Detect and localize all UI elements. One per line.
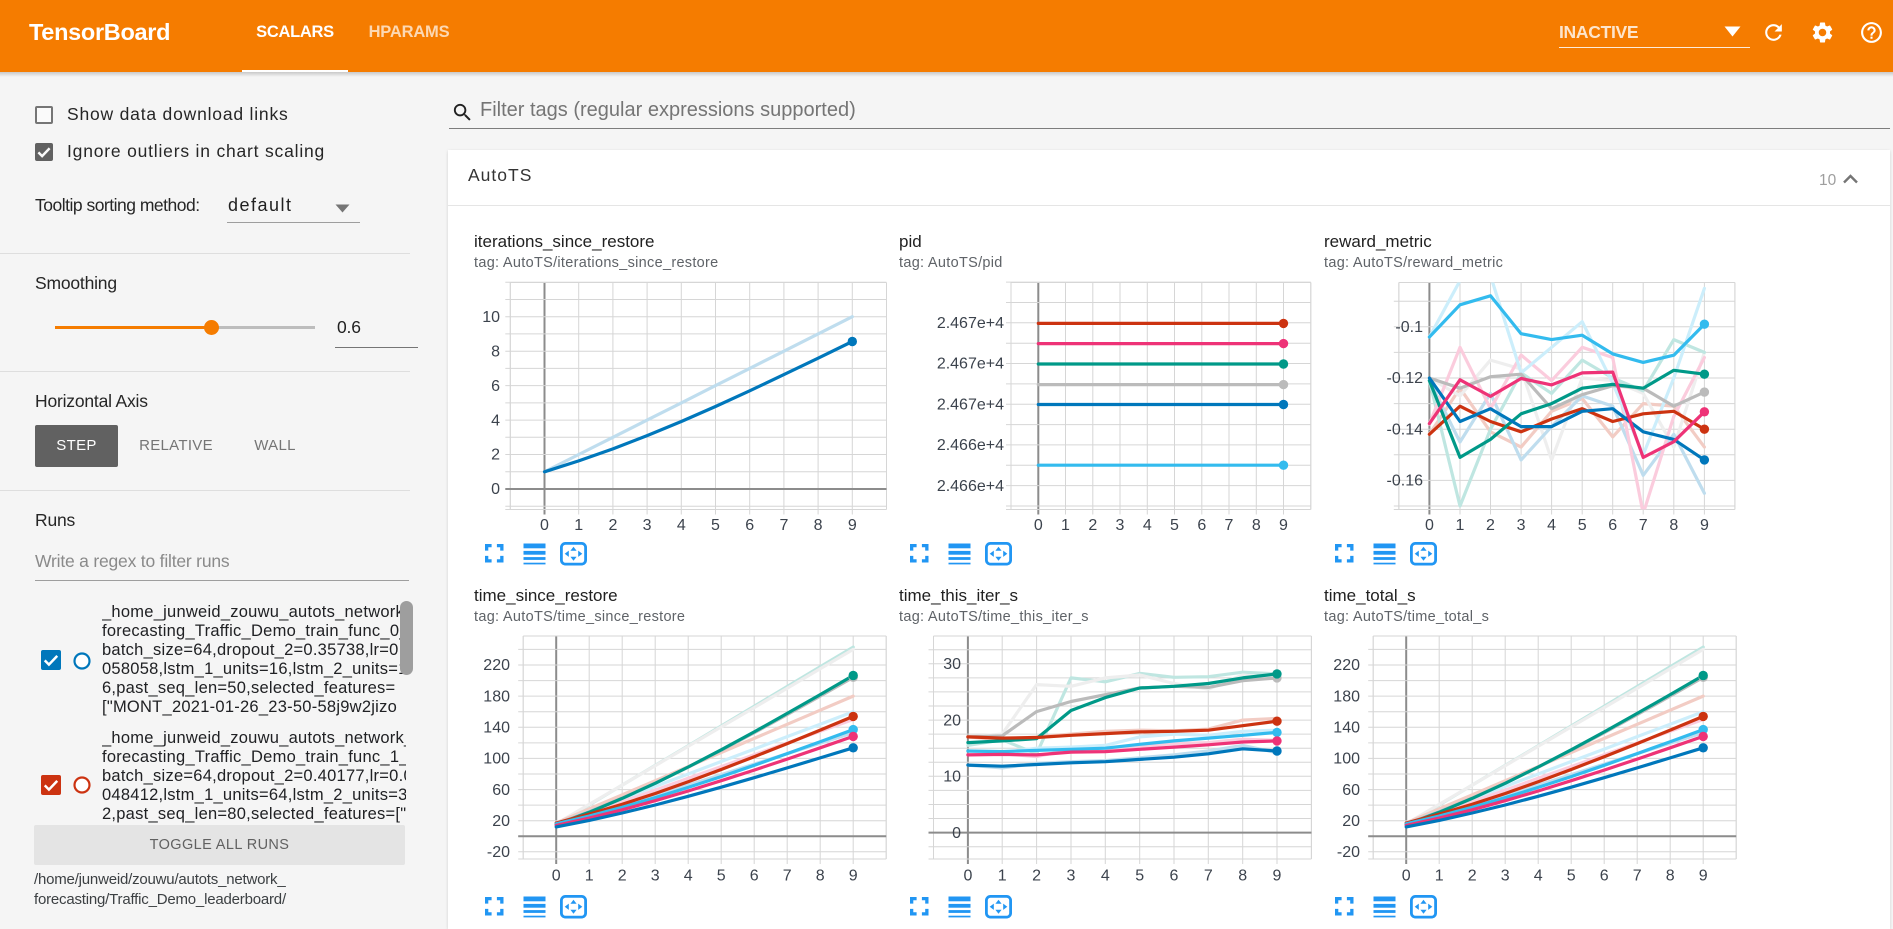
svg-text:6: 6 — [745, 517, 754, 534]
svg-text:0: 0 — [491, 481, 500, 498]
svg-text:5: 5 — [1578, 517, 1587, 534]
svg-text:0: 0 — [1425, 517, 1434, 534]
svg-text:6: 6 — [1170, 868, 1179, 885]
svg-text:10: 10 — [943, 769, 961, 786]
svg-text:8: 8 — [1666, 868, 1675, 885]
svg-text:0: 0 — [552, 868, 561, 885]
svg-text:0: 0 — [952, 825, 961, 842]
svg-text:3: 3 — [651, 868, 660, 885]
svg-text:6: 6 — [750, 868, 759, 885]
svg-text:8: 8 — [814, 517, 823, 534]
svg-text:10: 10 — [482, 309, 500, 326]
svg-text:6: 6 — [1600, 868, 1609, 885]
svg-text:4: 4 — [684, 868, 693, 885]
svg-text:9: 9 — [1279, 517, 1288, 534]
svg-text:-0.12: -0.12 — [1387, 370, 1424, 387]
svg-text:3: 3 — [1517, 517, 1526, 534]
svg-text:5: 5 — [711, 517, 720, 534]
svg-text:-0.16: -0.16 — [1387, 473, 1424, 490]
svg-text:7: 7 — [1639, 517, 1648, 534]
svg-text:2: 2 — [608, 517, 617, 534]
svg-text:2: 2 — [618, 868, 627, 885]
svg-text:20: 20 — [492, 813, 510, 830]
svg-text:9: 9 — [1700, 517, 1709, 534]
svg-text:8: 8 — [1252, 517, 1261, 534]
svg-text:2: 2 — [1468, 868, 1477, 885]
svg-text:2.467e+4: 2.467e+4 — [937, 356, 1004, 373]
svg-text:7: 7 — [783, 868, 792, 885]
svg-text:4: 4 — [677, 517, 686, 534]
svg-text:2.466e+4: 2.466e+4 — [937, 478, 1004, 495]
svg-text:9: 9 — [849, 868, 858, 885]
svg-text:9: 9 — [1273, 868, 1282, 885]
svg-text:5: 5 — [1567, 868, 1576, 885]
svg-text:180: 180 — [1333, 688, 1360, 705]
svg-text:0: 0 — [963, 868, 972, 885]
svg-text:7: 7 — [1225, 517, 1234, 534]
svg-text:100: 100 — [1333, 751, 1360, 768]
svg-text:1: 1 — [1435, 868, 1444, 885]
svg-text:5: 5 — [1135, 868, 1144, 885]
svg-text:140: 140 — [483, 720, 510, 737]
svg-text:3: 3 — [1501, 868, 1510, 885]
svg-text:60: 60 — [492, 782, 510, 799]
svg-text:8: 8 — [816, 868, 825, 885]
svg-text:1: 1 — [1061, 517, 1070, 534]
svg-text:2: 2 — [491, 447, 500, 464]
svg-text:5: 5 — [1170, 517, 1179, 534]
svg-text:3: 3 — [643, 517, 652, 534]
svg-text:0: 0 — [1402, 868, 1411, 885]
svg-text:4: 4 — [1534, 868, 1543, 885]
svg-text:-0.14: -0.14 — [1387, 421, 1424, 438]
svg-text:2: 2 — [1088, 517, 1097, 534]
svg-text:8: 8 — [491, 343, 500, 360]
svg-text:180: 180 — [483, 688, 510, 705]
svg-text:1: 1 — [998, 868, 1007, 885]
svg-text:7: 7 — [779, 517, 788, 534]
svg-text:7: 7 — [1204, 868, 1213, 885]
svg-text:6: 6 — [1608, 517, 1617, 534]
svg-text:-20: -20 — [1337, 844, 1360, 861]
svg-text:6: 6 — [1197, 517, 1206, 534]
svg-text:220: 220 — [483, 657, 510, 674]
svg-text:220: 220 — [1333, 657, 1360, 674]
svg-text:2: 2 — [1486, 517, 1495, 534]
svg-text:-20: -20 — [487, 844, 510, 861]
svg-text:20: 20 — [943, 712, 961, 729]
svg-text:20: 20 — [1342, 813, 1360, 830]
svg-text:0: 0 — [1034, 517, 1043, 534]
svg-text:4: 4 — [491, 412, 500, 429]
svg-text:0: 0 — [540, 517, 549, 534]
svg-text:2.467e+4: 2.467e+4 — [937, 315, 1004, 332]
svg-text:9: 9 — [1699, 868, 1708, 885]
svg-text:-0.1: -0.1 — [1395, 319, 1423, 336]
svg-text:140: 140 — [1333, 720, 1360, 737]
svg-text:100: 100 — [483, 751, 510, 768]
svg-text:5: 5 — [717, 868, 726, 885]
svg-text:2.466e+4: 2.466e+4 — [937, 437, 1004, 454]
svg-text:3: 3 — [1116, 517, 1125, 534]
svg-text:2: 2 — [1032, 868, 1041, 885]
svg-text:1: 1 — [1456, 517, 1465, 534]
svg-text:2.467e+4: 2.467e+4 — [937, 396, 1004, 413]
svg-text:8: 8 — [1669, 517, 1678, 534]
svg-text:60: 60 — [1342, 782, 1360, 799]
svg-text:30: 30 — [943, 656, 961, 673]
svg-text:1: 1 — [574, 517, 583, 534]
svg-text:4: 4 — [1143, 517, 1152, 534]
svg-text:6: 6 — [491, 378, 500, 395]
svg-text:3: 3 — [1067, 868, 1076, 885]
svg-text:7: 7 — [1633, 868, 1642, 885]
svg-text:1: 1 — [585, 868, 594, 885]
svg-text:4: 4 — [1547, 517, 1556, 534]
svg-text:8: 8 — [1238, 868, 1247, 885]
svg-text:9: 9 — [848, 517, 857, 534]
svg-text:4: 4 — [1101, 868, 1110, 885]
